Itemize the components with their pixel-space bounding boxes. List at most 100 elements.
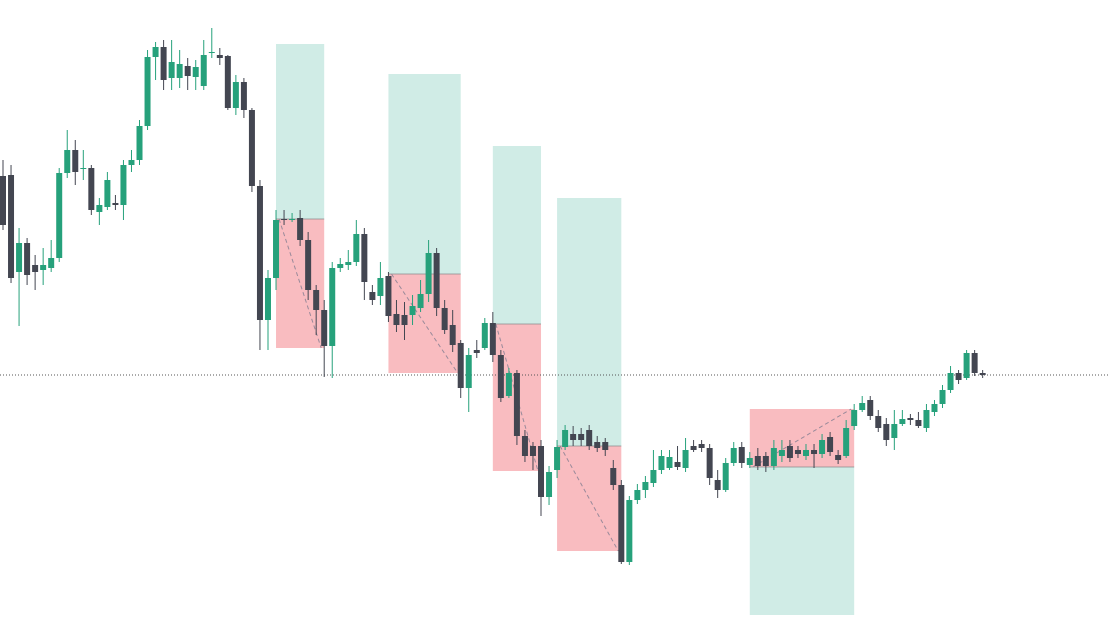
target-zone: [276, 44, 325, 219]
stop-zone: [557, 446, 622, 551]
candle-body: [481, 323, 488, 348]
candle-body: [706, 448, 713, 478]
candle-body: [88, 168, 95, 210]
candle-body: [120, 165, 127, 205]
candle-body: [546, 472, 553, 497]
candle-body: [112, 203, 119, 205]
candle-body: [586, 430, 593, 446]
candle-body: [184, 66, 191, 76]
candle-body: [497, 355, 504, 398]
candle-body: [939, 390, 946, 404]
candle-body: [248, 110, 255, 186]
candle-body: [931, 404, 938, 412]
candle-body: [281, 219, 288, 220]
candle-body: [738, 447, 745, 463]
candle-body: [650, 470, 657, 483]
candle-body: [562, 430, 569, 447]
candle-body: [971, 353, 978, 373]
candle-body: [714, 480, 721, 490]
candle-body: [875, 416, 882, 428]
candle-body: [80, 168, 87, 169]
candle-body: [578, 434, 585, 440]
candle-body: [778, 450, 785, 456]
candle-body: [337, 264, 344, 268]
candle-body: [457, 343, 464, 388]
candle-body: [160, 47, 167, 80]
candle-body: [505, 373, 512, 396]
candle-body: [570, 434, 577, 440]
candle-body: [313, 290, 320, 310]
candle-body: [835, 455, 842, 460]
candle-body: [923, 410, 930, 428]
candle-body: [264, 278, 271, 320]
candle-body: [176, 64, 183, 78]
candle-body: [345, 262, 352, 265]
target-zone: [749, 467, 855, 615]
candle-body: [289, 219, 296, 220]
candle-body: [746, 458, 753, 465]
candle-body: [955, 373, 962, 380]
candle-body: [859, 403, 866, 410]
candle-body: [538, 446, 545, 497]
trade-path: [278, 218, 322, 349]
candle-body: [666, 457, 673, 468]
candle-body: [794, 450, 801, 454]
candle-body: [329, 268, 336, 346]
candle-body: [594, 442, 601, 448]
candle-body: [136, 126, 143, 160]
candle-body: [417, 294, 424, 308]
candle-body: [232, 82, 239, 108]
candle-body: [168, 62, 175, 78]
candle-body: [256, 186, 263, 320]
trade-path: [391, 273, 459, 374]
candle-body: [602, 442, 609, 450]
candle-body: [682, 450, 689, 468]
candle-body: [891, 424, 898, 438]
candle-body: [626, 500, 633, 562]
candle-body: [401, 315, 408, 325]
candle-body: [754, 456, 761, 466]
candle-body: [529, 446, 536, 456]
target-zone: [388, 74, 461, 274]
candle-body: [690, 446, 697, 450]
candle-body: [963, 353, 970, 378]
candle-body: [369, 292, 376, 300]
candle-body: [449, 325, 456, 345]
candle-body: [907, 418, 914, 420]
candle-body: [489, 323, 496, 355]
candle-body: [883, 424, 890, 440]
candle-body: [521, 436, 528, 456]
candle-body: [433, 253, 440, 308]
candle-body: [353, 234, 360, 262]
candle-body: [377, 278, 384, 296]
candle-body: [634, 490, 641, 500]
candle-body: [762, 456, 769, 466]
candle-body: [867, 400, 874, 416]
candle-body: [321, 310, 328, 346]
candle-body: [24, 243, 31, 275]
candle-body: [513, 373, 520, 436]
candle-body: [803, 450, 809, 456]
candle-body: [96, 205, 103, 212]
target-zone: [557, 198, 622, 446]
candle-body: [674, 462, 681, 467]
candle-body: [0, 176, 6, 225]
candle-body: [899, 419, 906, 424]
candle-body: [385, 276, 392, 316]
candle-body: [200, 55, 207, 86]
candle-body: [16, 243, 23, 272]
candle-body: [361, 234, 368, 282]
candle-body: [8, 175, 15, 278]
candle-body: [811, 450, 818, 454]
candle-body: [915, 420, 922, 426]
candle-body: [851, 410, 858, 426]
trade-path: [752, 408, 852, 468]
candle-body: [730, 448, 737, 463]
candle-body: [56, 173, 63, 258]
candle-body: [224, 56, 231, 108]
candle-body: [409, 306, 416, 315]
candle-body: [297, 218, 304, 240]
candle-body: [144, 57, 151, 126]
